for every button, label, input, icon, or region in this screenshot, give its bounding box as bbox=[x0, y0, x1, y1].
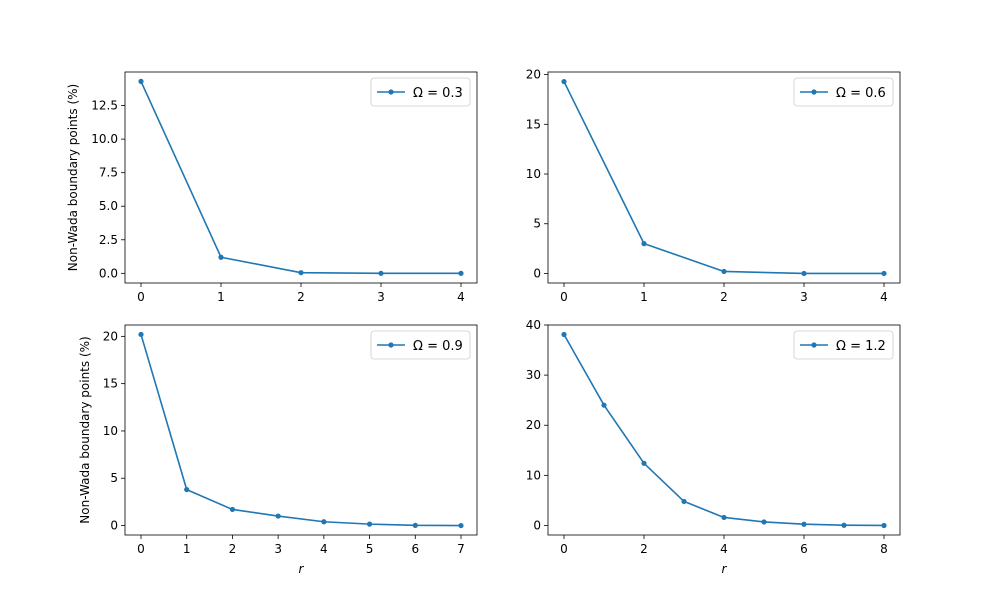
x-tick-label: 0 bbox=[137, 542, 145, 556]
y-tick-label: 7.5 bbox=[99, 166, 118, 180]
legend: Ω = 1.2 bbox=[793, 330, 894, 360]
legend-label: Ω = 0.6 bbox=[836, 86, 886, 101]
data-point bbox=[601, 402, 607, 408]
x-tick-label: 8 bbox=[880, 542, 888, 556]
x-axis-label: r bbox=[299, 562, 305, 576]
x-tick-label: 2 bbox=[297, 290, 305, 304]
y-tick-label: 12.5 bbox=[91, 99, 118, 113]
legend: Ω = 0.3 bbox=[370, 77, 471, 107]
y-tick-label: 0.0 bbox=[99, 266, 118, 280]
x-axis-label: r bbox=[722, 562, 728, 576]
x-tick-label: 5 bbox=[366, 542, 374, 556]
legend-marker-sample bbox=[388, 89, 394, 95]
x-tick-label: 1 bbox=[217, 290, 225, 304]
x-tick-label: 6 bbox=[411, 542, 419, 556]
y-tick-label: 2.5 bbox=[99, 233, 118, 247]
y-tick-label: 0 bbox=[110, 519, 118, 533]
x-tick-label: 1 bbox=[183, 542, 191, 556]
x-tick-label: 2 bbox=[720, 290, 728, 304]
y-tick-label: 10 bbox=[526, 167, 541, 181]
y-tick-label: 10.0 bbox=[91, 132, 118, 146]
legend-marker-sample bbox=[811, 89, 817, 95]
y-axis-label: Non-Wada boundary points (%) bbox=[66, 84, 80, 271]
data-point bbox=[366, 521, 373, 527]
y-tick-label: 0 bbox=[533, 518, 541, 532]
subplot-1: 0 1 2 3 4 0.0 2.5 5.0 7.5 10.0 12.5 Non-Wada bounda… bbox=[66, 71, 478, 304]
x-tick-label: 4 bbox=[880, 290, 888, 304]
legend: Ω = 0.6 bbox=[793, 77, 894, 107]
y-tick-label: 5 bbox=[110, 471, 118, 485]
data-point bbox=[412, 522, 418, 528]
legend-label: Ω = 0.9 bbox=[413, 339, 463, 354]
data-point bbox=[275, 513, 281, 519]
data-point bbox=[801, 521, 807, 527]
subplot-3: 0 1 2 3 4 5 6 7 0 5 10 15 20 Non-Wada boundary points… bbox=[78, 324, 478, 576]
legend-box bbox=[793, 77, 894, 107]
legend-label: Ω = 1.2 bbox=[836, 339, 886, 354]
data-point bbox=[801, 270, 807, 277]
subplot-4: 0 2 4 6 8 0 10 20 30 40 r Ω = 1.2 bbox=[526, 318, 901, 576]
y-tick-label: 0 bbox=[533, 266, 541, 280]
data-point bbox=[721, 268, 727, 275]
data-point bbox=[229, 506, 236, 513]
y-tick-label: 40 bbox=[526, 318, 541, 332]
x-tick-label: 7 bbox=[457, 542, 465, 556]
y-tick-label: 20 bbox=[526, 418, 541, 432]
x-tick-label: 6 bbox=[800, 542, 808, 556]
y-tick-label: 15 bbox=[526, 117, 541, 131]
y-tick-label: 10 bbox=[526, 468, 541, 482]
y-axis-label: Non-Wada boundary points (%) bbox=[78, 336, 92, 523]
x-tick-label: 0 bbox=[560, 290, 568, 304]
data-point bbox=[641, 241, 647, 247]
y-tick-label: 5 bbox=[533, 217, 541, 231]
legend-marker-sample bbox=[811, 342, 817, 348]
legend-box bbox=[793, 330, 894, 360]
data-point bbox=[184, 486, 190, 493]
y-tick-label: 15 bbox=[103, 377, 118, 391]
x-tick-label: 3 bbox=[800, 290, 808, 304]
data-point bbox=[218, 254, 224, 260]
legend-marker-sample bbox=[388, 342, 394, 348]
y-tick-label: 5.0 bbox=[99, 199, 118, 213]
series-line bbox=[140, 333, 462, 527]
data-point bbox=[378, 270, 384, 276]
x-tick-label: 1 bbox=[640, 290, 648, 304]
data-point bbox=[761, 519, 767, 525]
data-point bbox=[881, 270, 887, 277]
data-point bbox=[138, 78, 144, 84]
data-point bbox=[298, 270, 304, 276]
data-point bbox=[841, 522, 847, 528]
y-tick-label: 30 bbox=[526, 368, 541, 382]
x-tick-label: 4 bbox=[457, 290, 465, 304]
x-tick-label: 2 bbox=[640, 542, 648, 556]
x-tick-label: 2 bbox=[229, 542, 237, 556]
data-point bbox=[458, 270, 464, 276]
data-point bbox=[321, 519, 327, 525]
x-tick-label: 0 bbox=[137, 290, 145, 304]
data-point bbox=[881, 522, 887, 529]
data-point bbox=[681, 498, 687, 505]
data-point bbox=[138, 331, 144, 338]
x-tick-label: 4 bbox=[320, 542, 328, 556]
axes-frame bbox=[124, 324, 478, 536]
data-point bbox=[721, 514, 727, 521]
y-tick-label: 20 bbox=[103, 329, 118, 343]
x-tick-label: 3 bbox=[377, 290, 385, 304]
y-tick-label: 20 bbox=[526, 68, 541, 82]
subplot-2: 0 1 2 3 4 0 5 10 15 20 Ω = 0.6 bbox=[526, 68, 901, 304]
x-tick-label: 0 bbox=[560, 542, 568, 556]
data-point bbox=[458, 522, 464, 529]
x-tick-label: 3 bbox=[274, 542, 282, 556]
legend-box bbox=[370, 330, 471, 360]
data-point bbox=[561, 331, 567, 338]
legend-box bbox=[370, 77, 471, 107]
y-tick-label: 10 bbox=[103, 424, 118, 438]
x-tick-label: 4 bbox=[720, 542, 728, 556]
legend: Ω = 0.9 bbox=[370, 330, 471, 360]
legend-label: Ω = 0.3 bbox=[413, 86, 463, 101]
data-point bbox=[641, 460, 647, 466]
data-point bbox=[561, 78, 567, 85]
